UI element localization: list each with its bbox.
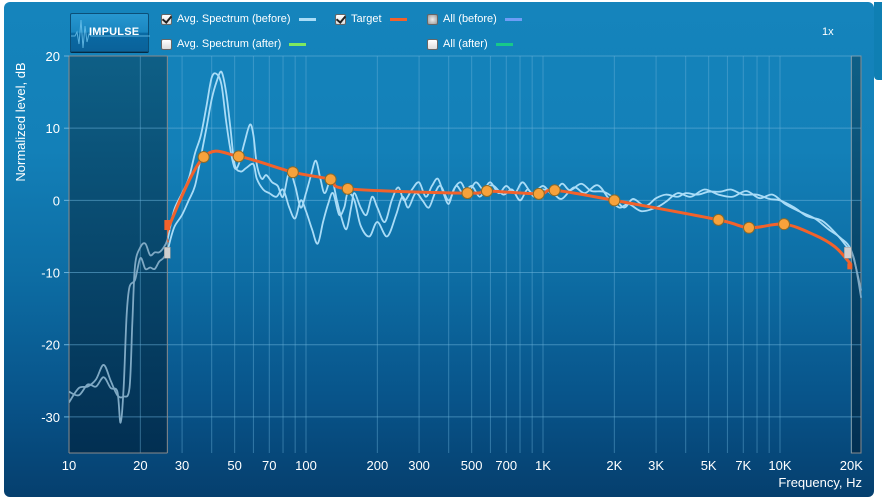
low-range-handle-target[interactable] <box>164 220 171 231</box>
target-control-point[interactable] <box>548 184 561 197</box>
legend-label: Avg. Spectrum (after) <box>177 38 282 50</box>
target-control-point[interactable] <box>480 184 493 197</box>
legend-all-before[interactable]: All (before) <box>427 12 522 26</box>
y-tick-label: -30 <box>41 410 60 425</box>
target-control-point[interactable] <box>286 166 299 179</box>
checkbox-all-after[interactable] <box>427 38 438 50</box>
legend-all-after[interactable]: All (after) <box>427 37 513 51</box>
legend-label: Avg. Spectrum (before) <box>177 13 291 25</box>
legend-target[interactable]: Target <box>335 12 407 26</box>
x-tick-label: 700 <box>495 458 517 473</box>
legend-label: Target <box>351 13 382 25</box>
checkbox-avg-spectrum-after[interactable] <box>161 38 172 50</box>
y-tick-label: 20 <box>46 49 60 64</box>
spectrum-curve <box>167 70 852 254</box>
x-tick-label: 500 <box>461 458 483 473</box>
x-tick-label: 10 <box>62 458 76 473</box>
impulse-button[interactable]: IMPULSE <box>70 13 150 52</box>
x-tick-label: 10K <box>768 458 791 473</box>
x-tick-label: 7K <box>735 458 751 473</box>
target-control-point[interactable] <box>461 187 474 200</box>
y-axis-label: Normalized level, dB <box>13 62 28 181</box>
y-axis-ticks: 20 10 0 -10 -20 -30 <box>41 49 69 425</box>
x-tick-label: 1K <box>535 458 551 473</box>
target-control-point[interactable] <box>608 194 621 207</box>
x-tick-label: 200 <box>366 458 388 473</box>
side-tab[interactable] <box>874 2 882 80</box>
impulse-button-label: IMPULSE <box>89 26 140 38</box>
high-range-handle[interactable] <box>844 247 852 259</box>
spectrum-curve-out-of-range <box>69 70 863 424</box>
waveform-icon <box>71 19 150 49</box>
checkbox-target[interactable] <box>335 13 346 25</box>
y-tick-label: -20 <box>41 338 60 353</box>
y-tick-label: 0 <box>53 193 60 208</box>
spectrum-curve-out-of-range <box>69 72 863 403</box>
x-tick-label: 2K <box>606 458 622 473</box>
y-tick-label: -10 <box>41 266 60 281</box>
window-edge <box>874 0 882 501</box>
x-tick-label: 20K <box>840 458 863 473</box>
x-axis-ticks: 10 20 30 50 70 100 200 300 500 700 1K 2K 3K 5K 7K 10K 20… <box>62 458 863 473</box>
target-control-point[interactable] <box>532 187 545 200</box>
target-control-point[interactable] <box>712 213 725 226</box>
legend-swatch <box>504 17 522 21</box>
x-tick-label: 30 <box>175 458 189 473</box>
checkbox-all-before[interactable] <box>427 13 438 25</box>
x-tick-label: 50 <box>227 458 241 473</box>
legend-avg-spectrum-after[interactable]: Avg. Spectrum (after) <box>161 37 307 51</box>
legend-swatch <box>298 17 316 21</box>
legend-swatch <box>289 42 307 46</box>
legend-label: All (before) <box>443 13 497 25</box>
legend-avg-spectrum-before[interactable]: Avg. Spectrum (before) <box>161 12 316 26</box>
grid <box>68 55 861 453</box>
zoom-level-indicator[interactable]: 1x <box>822 26 834 38</box>
x-axis-label: Frequency, Hz <box>778 475 862 490</box>
target-control-point[interactable] <box>197 151 210 164</box>
y-tick-label: 10 <box>46 121 60 136</box>
spectrum-curve <box>167 72 852 254</box>
high-range-handle-target[interactable] <box>847 263 853 270</box>
target-control-point[interactable] <box>341 182 354 195</box>
low-range-handle[interactable] <box>164 247 171 259</box>
x-tick-label: 5K <box>701 458 717 473</box>
legend-swatch <box>495 42 513 46</box>
out-of-range-shading <box>69 55 862 454</box>
legend-label: All (after) <box>443 38 488 50</box>
x-tick-label: 20 <box>133 458 147 473</box>
x-tick-label: 3K <box>648 458 664 473</box>
series-layer <box>69 70 863 424</box>
checkbox-avg-spectrum-before[interactable] <box>161 13 172 25</box>
x-tick-label: 70 <box>262 458 276 473</box>
target-points <box>164 150 853 270</box>
target-control-point[interactable] <box>232 150 245 163</box>
x-tick-label: 300 <box>408 458 430 473</box>
x-tick-label: 100 <box>295 458 317 473</box>
legend-swatch <box>389 17 407 21</box>
target-control-point[interactable] <box>743 221 756 234</box>
target-control-point[interactable] <box>778 218 791 231</box>
target-control-point[interactable] <box>324 173 337 186</box>
